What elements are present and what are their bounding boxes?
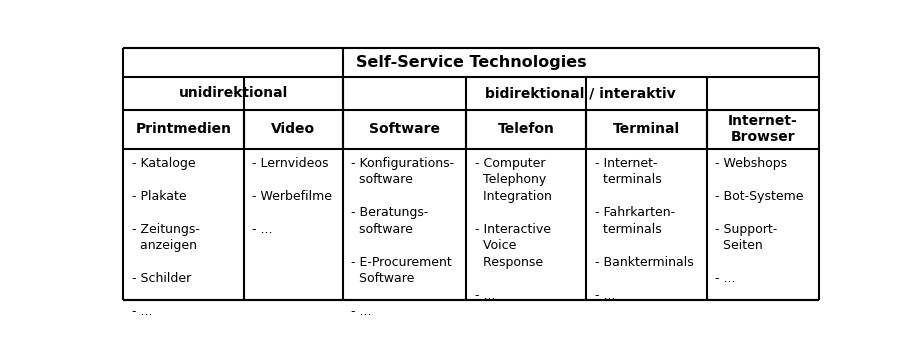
Text: - Konfigurations-
  software

- Beratungs-
  software

- E-Procurement
  Softwar: - Konfigurations- software - Beratungs- … — [351, 157, 454, 318]
Text: - Computer
  Telephony
  Integration

- Interactive
  Voice
  Response

- ...: - Computer Telephony Integration - Inter… — [474, 157, 551, 301]
Text: Video: Video — [271, 122, 315, 136]
Text: - Lernvideos

- Werbefilme

- ...: - Lernvideos - Werbefilme - ... — [253, 157, 333, 236]
Text: Software: Software — [369, 122, 440, 136]
Text: Telefon: Telefon — [498, 122, 554, 136]
Text: - Webshops

- Bot-Systeme

- Support-
  Seiten

- ...: - Webshops - Bot-Systeme - Support- Seit… — [715, 157, 804, 285]
Text: - Internet-
  terminals

- Fahrkarten-
  terminals

- Bankterminals

- ...: - Internet- terminals - Fahrkarten- term… — [595, 157, 694, 301]
Text: Self-Service Technologies: Self-Service Technologies — [356, 55, 586, 70]
Text: Internet-
Browser: Internet- Browser — [728, 114, 798, 144]
Text: bidirektional / interaktiv: bidirektional / interaktiv — [485, 86, 676, 100]
Text: Printmedien: Printmedien — [136, 122, 232, 136]
Text: - Kataloge

- Plakate

- Zeitungs-
  anzeigen

- Schilder

- ...: - Kataloge - Plakate - Zeitungs- anzeige… — [132, 157, 199, 318]
Text: Terminal: Terminal — [613, 122, 680, 136]
Text: unidirektional: unidirektional — [178, 86, 288, 100]
